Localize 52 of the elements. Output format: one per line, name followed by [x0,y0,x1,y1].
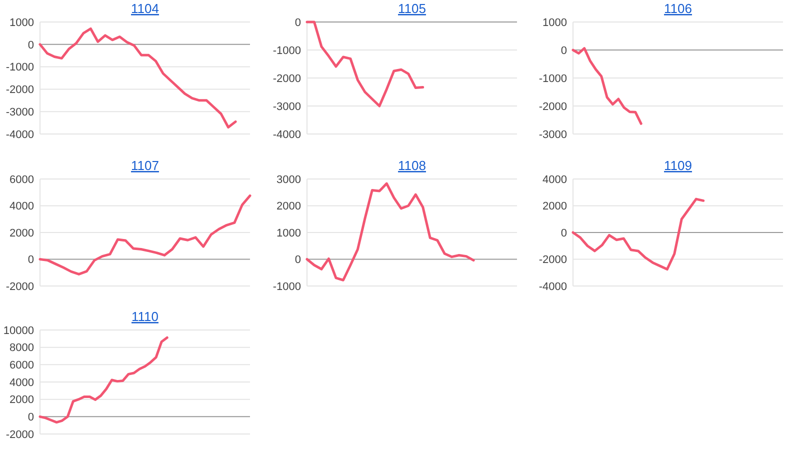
y-tick-label: -1000 [6,62,34,74]
chart-title: 1110 [132,309,158,324]
y-tick-label: 10000 [3,324,34,337]
line-series [38,336,168,424]
line-series [306,182,475,282]
y-tick-label: -4000 [272,128,301,141]
y-tick-label: 8000 [10,342,34,354]
line-series [572,198,705,271]
y-tick-label: -3000 [272,100,301,113]
chart-title: 1104 [131,1,159,16]
y-tick-label: -3000 [6,106,34,118]
chart-title: 1107 [131,158,159,173]
y-tick-label: -1000 [538,72,567,85]
y-tick-label: 4000 [10,200,34,213]
y-tick-label: 2000 [10,227,34,240]
y-tick-label: -4000 [6,128,34,141]
y-tick-label: 0 [28,412,34,424]
y-tick-label: 6000 [10,174,34,186]
y-tick-label: 2000 [10,394,34,406]
y-tick-label: 0 [560,44,567,57]
y-tick-label: 6000 [10,360,34,372]
y-tick-label: -2000 [538,254,567,266]
y-tick-label: -1000 [272,280,301,293]
y-tick-label: -4000 [538,280,567,293]
y-tick-label: 0 [28,254,34,266]
chart-title: 1106 [664,1,692,16]
line-series [306,20,424,108]
y-tick-label: 0 [28,39,34,52]
y-tick-label: -2000 [6,428,34,441]
y-tick-label: 0 [294,254,301,266]
y-tick-label: -2000 [538,100,567,113]
y-tick-label: 1000 [10,16,34,29]
chart-title: 1108 [398,158,426,173]
chart-title: 1105 [398,1,426,16]
y-tick-label: 0 [294,16,301,29]
y-tick-label: 4000 [10,376,34,389]
y-tick-label: -2000 [6,280,34,293]
y-tick-label: -2000 [6,84,34,96]
y-tick-label: 4000 [542,174,567,186]
chart-title: 1109 [664,158,692,173]
y-tick-label: 1000 [276,227,301,240]
y-tick-label: 3000 [276,174,301,186]
y-tick-label: -1000 [272,44,301,57]
line-series [38,194,252,276]
line-series [572,47,642,125]
y-tick-label: 0 [560,227,567,240]
y-tick-label: 2000 [276,200,301,213]
y-tick-label: -2000 [272,72,301,85]
line-series [38,27,237,129]
y-tick-label: -3000 [538,128,567,141]
y-tick-label: 2000 [542,200,567,213]
y-tick-label: 1000 [542,16,567,29]
